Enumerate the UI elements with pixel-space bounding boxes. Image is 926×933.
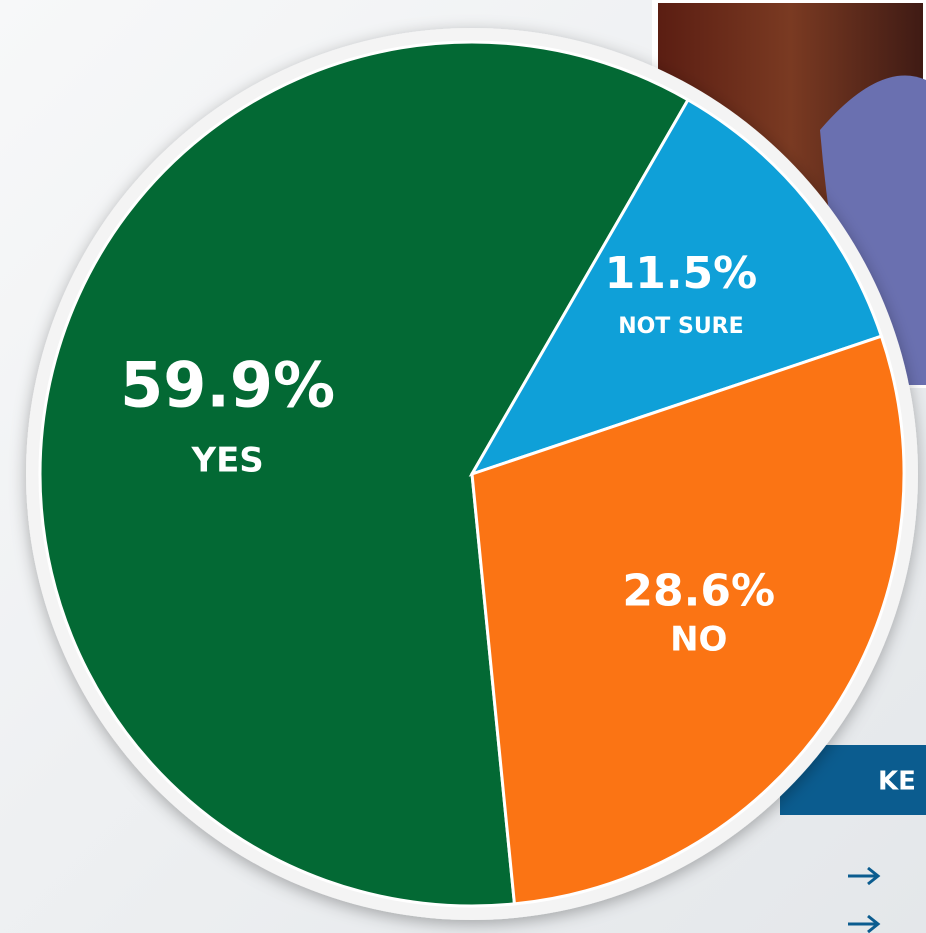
category-label: NO xyxy=(670,620,727,660)
pie: 59.9% YES 11.5% NOT SURE 28.6%NO xyxy=(38,40,906,908)
category-label: NOT SURE xyxy=(618,314,743,339)
category-label: YES xyxy=(190,440,263,480)
panel-title: KE xyxy=(878,767,916,797)
pie-slice xyxy=(470,334,906,906)
value-label: 11.5% xyxy=(605,248,758,299)
pie-slice xyxy=(38,40,691,908)
value-label: 28.6% xyxy=(622,566,775,617)
value-label: 59.9% xyxy=(120,348,335,421)
pie-slice xyxy=(468,97,884,477)
